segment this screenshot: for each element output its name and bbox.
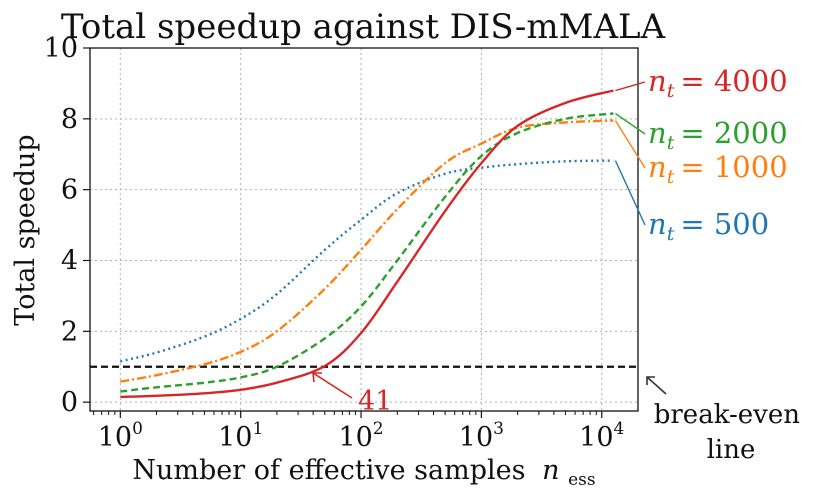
grid <box>90 47 638 411</box>
x-axis-label-main: Number of effective samples <box>132 455 525 486</box>
y-axis-label: Total speedup <box>10 134 41 325</box>
x-tick-label-4: 104 <box>579 419 624 453</box>
annotation-41-arrow <box>312 372 353 399</box>
label-leader-nt4000 <box>615 81 646 92</box>
plot-frame <box>89 47 639 412</box>
x-tick-label-1: 101 <box>218 419 263 453</box>
series-line-nt2000 <box>120 112 614 393</box>
series-line-nt4000 <box>120 89 614 398</box>
series-label-nt2000: nt = 2000 <box>648 116 788 154</box>
x-axis-label-subscript: ess <box>568 470 596 490</box>
chart-title: Total speedup against DIS-mMALA <box>61 7 666 47</box>
y-tick-label-1: 2 <box>61 316 78 347</box>
x-tick-label-0: 100 <box>98 419 143 453</box>
x-axis-label-symbol: n <box>542 455 559 486</box>
break-even-label: break-even line <box>654 400 809 465</box>
x-tick-label-3: 103 <box>459 419 504 453</box>
break-even-label-line1: break-even <box>654 400 801 430</box>
label-leader-nt500 <box>614 160 646 226</box>
break-even-arrow <box>646 376 667 395</box>
label-leader-nt2000 <box>615 112 646 135</box>
axis-ticks: 100 101 102 103 104 0 2 4 6 8 10 <box>44 33 625 453</box>
y-tick-label-4: 8 <box>61 104 78 135</box>
label-leader-nt1000 <box>614 120 646 169</box>
annotation-41: 41 <box>358 386 392 417</box>
y-tick-label-5: 10 <box>44 33 78 64</box>
series-label-nt1000: nt = 1000 <box>648 150 788 188</box>
x-axis-label: Number of effective samples n ess <box>132 455 595 490</box>
series-line-nt1000 <box>120 119 614 383</box>
series-label-nt4000: nt = 4000 <box>648 64 788 102</box>
series-label-nt500: nt = 500 <box>648 207 769 245</box>
x-tick-label-2: 102 <box>338 419 383 453</box>
y-tick-label-3: 6 <box>61 175 78 206</box>
plot-lines <box>90 89 638 398</box>
y-tick-label-0: 0 <box>61 387 78 418</box>
y-tick-label-2: 4 <box>61 245 78 276</box>
break-even-label-line2: line <box>707 435 756 465</box>
